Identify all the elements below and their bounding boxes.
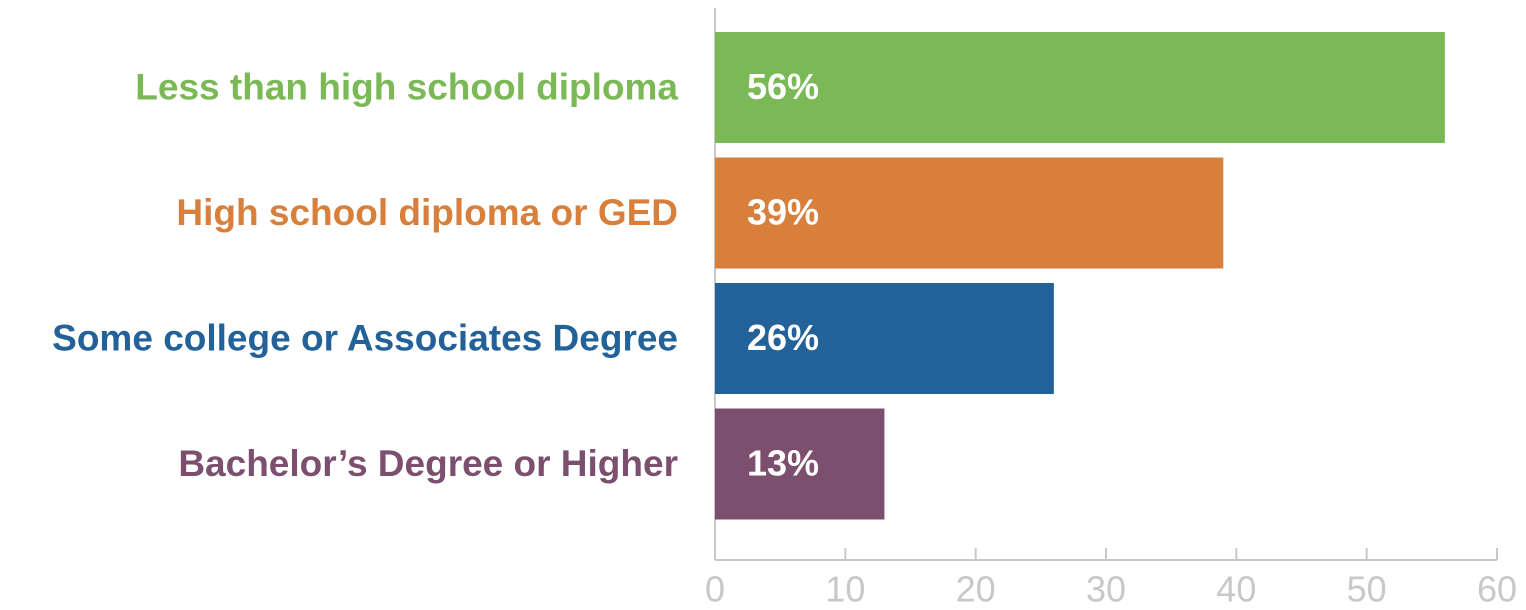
x-tick-label: 50	[1347, 569, 1387, 610]
category-label: Bachelor’s Degree or Higher	[178, 443, 678, 484]
x-tick-label: 10	[825, 569, 865, 610]
bar	[715, 283, 1054, 394]
bar	[715, 157, 1224, 269]
x-tick-label: 40	[1216, 569, 1256, 610]
category-label: Less than high school diploma	[135, 66, 678, 107]
category-label: Some college or Associates Degree	[52, 317, 678, 358]
value-label: 39%	[747, 192, 819, 233]
x-tick-label: 60	[1477, 569, 1517, 610]
x-tick-label: 30	[1086, 569, 1126, 610]
value-label: 26%	[747, 317, 819, 358]
bar	[715, 408, 885, 520]
value-label: 56%	[747, 66, 819, 107]
value-label: 13%	[747, 443, 819, 484]
category-label: High school diploma or GED	[176, 192, 678, 233]
x-tick-label: 0	[705, 569, 725, 610]
x-tick-label: 20	[956, 569, 996, 610]
bar	[715, 32, 1445, 143]
